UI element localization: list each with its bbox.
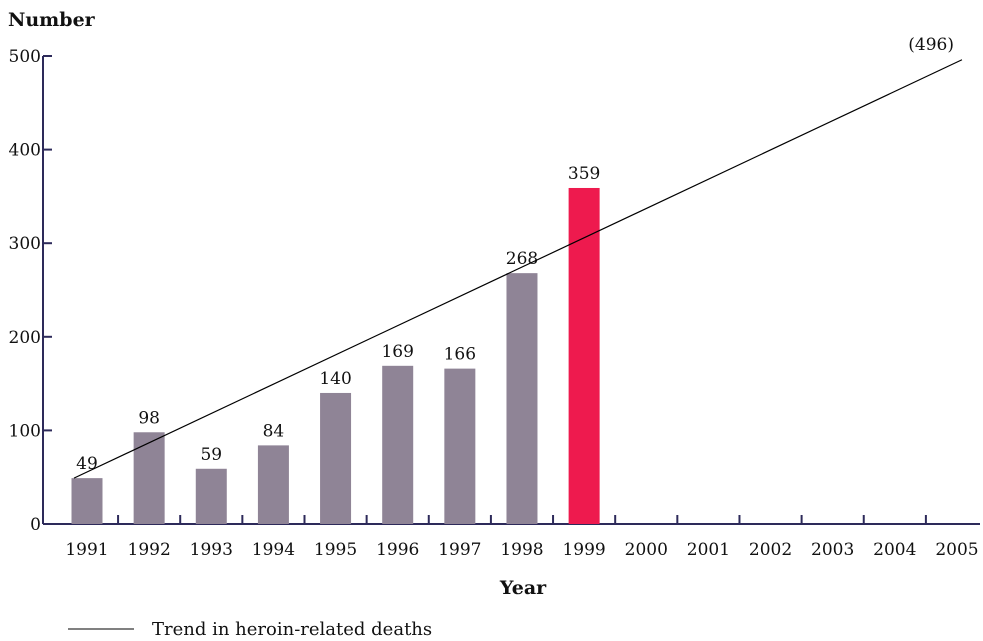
bar-value-label: 98 xyxy=(138,408,160,428)
bar-value-label: 166 xyxy=(444,345,476,365)
x-axis: 1991 1992 1993 1994 1995 1996 1997 1998 1999 2000… xyxy=(43,515,980,560)
bar xyxy=(382,365,414,524)
y-tick-label: 500 xyxy=(9,47,41,67)
bar xyxy=(320,392,352,524)
y-tick-label: 200 xyxy=(9,328,41,348)
bar xyxy=(257,445,289,524)
y-axis: 0 100 200 300 400 500 xyxy=(9,47,52,535)
x-tick-label: 2005 xyxy=(935,540,978,560)
bar-value-label: 268 xyxy=(506,249,538,269)
bar xyxy=(71,478,103,524)
x-tick-label: 2000 xyxy=(625,540,668,560)
bar-value-label: 84 xyxy=(263,421,285,441)
x-tick-label: 2003 xyxy=(811,540,854,560)
x-tick-label: 2001 xyxy=(687,540,730,560)
bar xyxy=(506,273,538,524)
bar xyxy=(133,432,165,524)
bar xyxy=(444,368,476,524)
x-tick-label: 1996 xyxy=(376,540,419,560)
x-tick-label: 1993 xyxy=(190,540,233,560)
legend-trend-label: Trend in heroin-related deaths xyxy=(152,619,432,640)
x-tick-label: 1994 xyxy=(252,540,295,560)
y-tick-label: 0 xyxy=(30,515,41,535)
x-tick-label: 1999 xyxy=(562,540,605,560)
y-tick-label: 300 xyxy=(9,234,41,254)
bar-value-label: 140 xyxy=(319,369,351,389)
x-axis-title: Year xyxy=(499,577,547,599)
x-tick-label: 1992 xyxy=(128,540,171,560)
bar-value-label: 59 xyxy=(200,445,222,465)
x-tick-label: 2002 xyxy=(749,540,792,560)
y-tick-label: 100 xyxy=(9,421,41,441)
bar-value-label: 49 xyxy=(76,454,98,474)
bar-value-label: 359 xyxy=(568,164,600,184)
x-tick-label: 1997 xyxy=(438,540,481,560)
bar-value-label: 169 xyxy=(381,342,413,362)
bar xyxy=(195,468,227,524)
x-tick-label: 1991 xyxy=(65,540,108,560)
trend-line xyxy=(73,59,963,479)
x-tick-label: 1995 xyxy=(314,540,357,560)
bars: 49 98 59 84 140 169 166 268 359 xyxy=(71,164,600,524)
x-tick-label: 1998 xyxy=(500,540,543,560)
bar-highlight xyxy=(568,187,600,524)
trend-end-label: (496) xyxy=(908,35,954,55)
y-axis-title: Number xyxy=(8,9,96,31)
trend: (496) xyxy=(73,35,963,479)
y-tick-label: 400 xyxy=(9,141,41,161)
x-tick-label: 2004 xyxy=(873,540,916,560)
